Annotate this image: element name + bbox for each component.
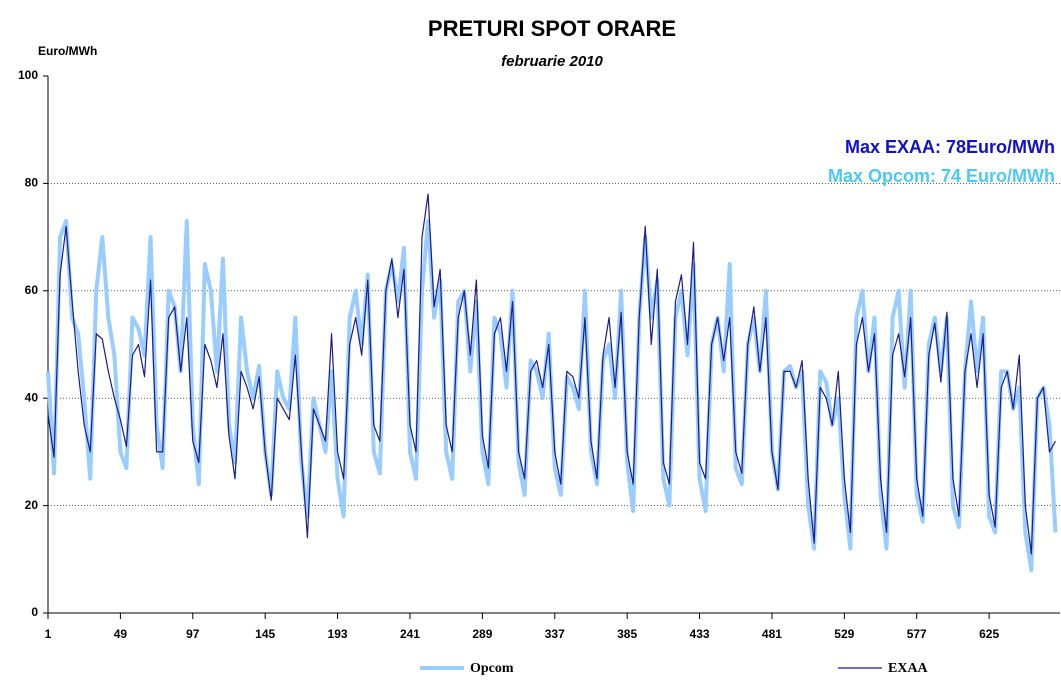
x-tick-label: 193 — [328, 627, 348, 641]
x-tick-label: 241 — [400, 627, 420, 641]
x-tick-label: 337 — [545, 627, 565, 641]
x-tick-label: 1 — [45, 627, 52, 641]
y-axis-label: Euro/MWh — [38, 44, 97, 58]
y-tick-label: 60 — [25, 283, 39, 297]
x-tick-label: 385 — [617, 627, 637, 641]
annotation: Max EXAA: 78Euro/MWh — [845, 137, 1055, 157]
legend-label: Opcom — [470, 661, 514, 676]
series-line — [47, 193, 1057, 555]
x-tick-label: 529 — [834, 627, 854, 641]
chart-subtitle: februarie 2010 — [501, 53, 603, 70]
x-tick-label: 289 — [472, 627, 492, 641]
y-tick-label: 20 — [25, 498, 39, 512]
y-tick-label: 40 — [25, 390, 39, 404]
annotation: Max Opcom: 74 Euro/MWh — [828, 166, 1055, 186]
x-tick-label: 625 — [979, 627, 999, 641]
x-tick-label: 481 — [762, 627, 782, 641]
x-tick-label: 433 — [690, 627, 710, 641]
x-tick-label: 49 — [114, 627, 128, 641]
y-tick-label: 80 — [25, 176, 39, 190]
chart-title: PRETURI SPOT ORARE — [428, 16, 676, 41]
x-tick-label: 577 — [907, 627, 927, 641]
x-tick-label: 145 — [255, 627, 275, 641]
x-tick-label: 97 — [186, 627, 200, 641]
y-tick-label: 100 — [18, 68, 38, 82]
legend-label: EXAA — [888, 661, 929, 676]
y-tick-label: 0 — [31, 605, 38, 619]
